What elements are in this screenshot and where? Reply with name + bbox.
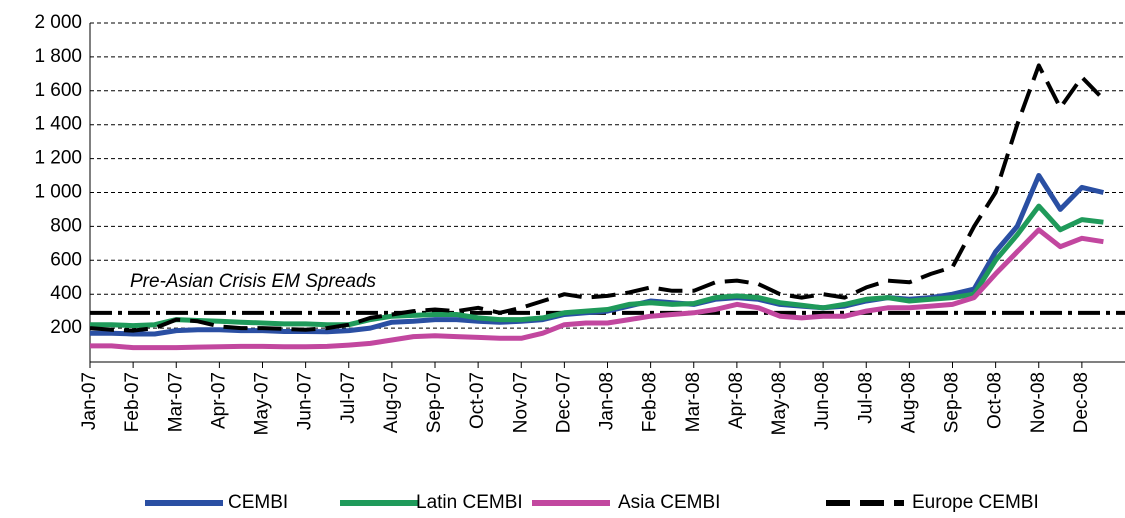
x-tick-label: Mar-07 [165,372,186,432]
x-tick-label: Aug-08 [898,372,919,433]
y-tick-label: 1 600 [34,80,82,101]
x-tick-label: Sep-08 [942,372,963,433]
legend-label: CEMBI [228,492,288,513]
y-tick-label: 1 400 [34,114,82,135]
x-tick-label: Feb-07 [122,372,143,432]
reference-label: Pre-Asian Crisis EM Spreads [130,271,377,292]
y-tick-label: 200 [50,317,82,338]
series-line [90,203,1104,329]
legend-label: Latin CEMBI [416,492,523,513]
x-tick-label: May-07 [252,372,273,435]
x-tick-label: Jun-07 [295,372,316,430]
x-tick-label: Jul-08 [855,372,876,424]
x-tick-label: Feb-08 [640,372,661,432]
x-tick-label: Oct-08 [985,372,1006,429]
x-tick-label: Jul-07 [338,372,359,424]
series-line [89,63,1105,333]
legend-label: Asia CEMBI [618,492,720,513]
x-tick-label: Aug-07 [381,372,402,433]
y-tick-label: 600 [50,249,82,270]
x-tick-label: Jan-08 [597,372,618,430]
x-tick-label: Mar-08 [683,372,704,432]
y-tick-label: 1 000 [34,182,82,203]
x-tick-label: Jun-08 [812,372,833,430]
y-tick-label: 1 800 [34,46,82,67]
x-tick-label: Sep-07 [424,372,445,433]
x-tick-label: Nov-08 [1028,372,1049,433]
x-tick-label: Apr-07 [208,372,229,429]
x-tick-label: Dec-07 [553,372,574,433]
x-tick-label: May-08 [769,372,790,435]
series-line [90,227,1104,351]
y-tick-label: 1 200 [34,148,82,169]
legend-label: Europe CEMBI [912,492,1039,513]
x-tick-label: Nov-07 [510,372,531,433]
x-tick-label: Dec-08 [1071,372,1092,433]
y-tick-label: 400 [50,283,82,304]
y-tick-label: 800 [50,215,82,236]
y-tick-label: 2 000 [34,12,82,33]
x-tick-label: Jan-07 [79,372,100,430]
x-tick-label: Apr-08 [726,372,747,429]
x-tick-label: Oct-07 [467,372,488,429]
